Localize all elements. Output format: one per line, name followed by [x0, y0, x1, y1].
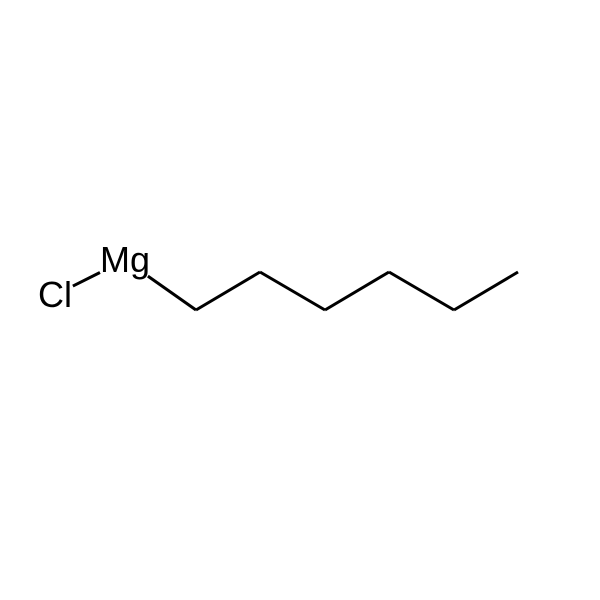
atom-label-Cl: Cl — [38, 274, 72, 315]
bond-C3-C4 — [325, 272, 389, 310]
bond-Mg-C1 — [148, 276, 196, 310]
bond-C4-C5 — [389, 272, 454, 310]
atom-label-Mg: Mg — [100, 239, 150, 280]
bond-C2-C3 — [260, 272, 325, 310]
bond-Cl-Mg — [73, 273, 100, 287]
bond-C5-C6 — [454, 272, 518, 310]
bond-C1-C2 — [196, 272, 260, 310]
molecule-diagram: Cl Mg — [0, 0, 600, 600]
